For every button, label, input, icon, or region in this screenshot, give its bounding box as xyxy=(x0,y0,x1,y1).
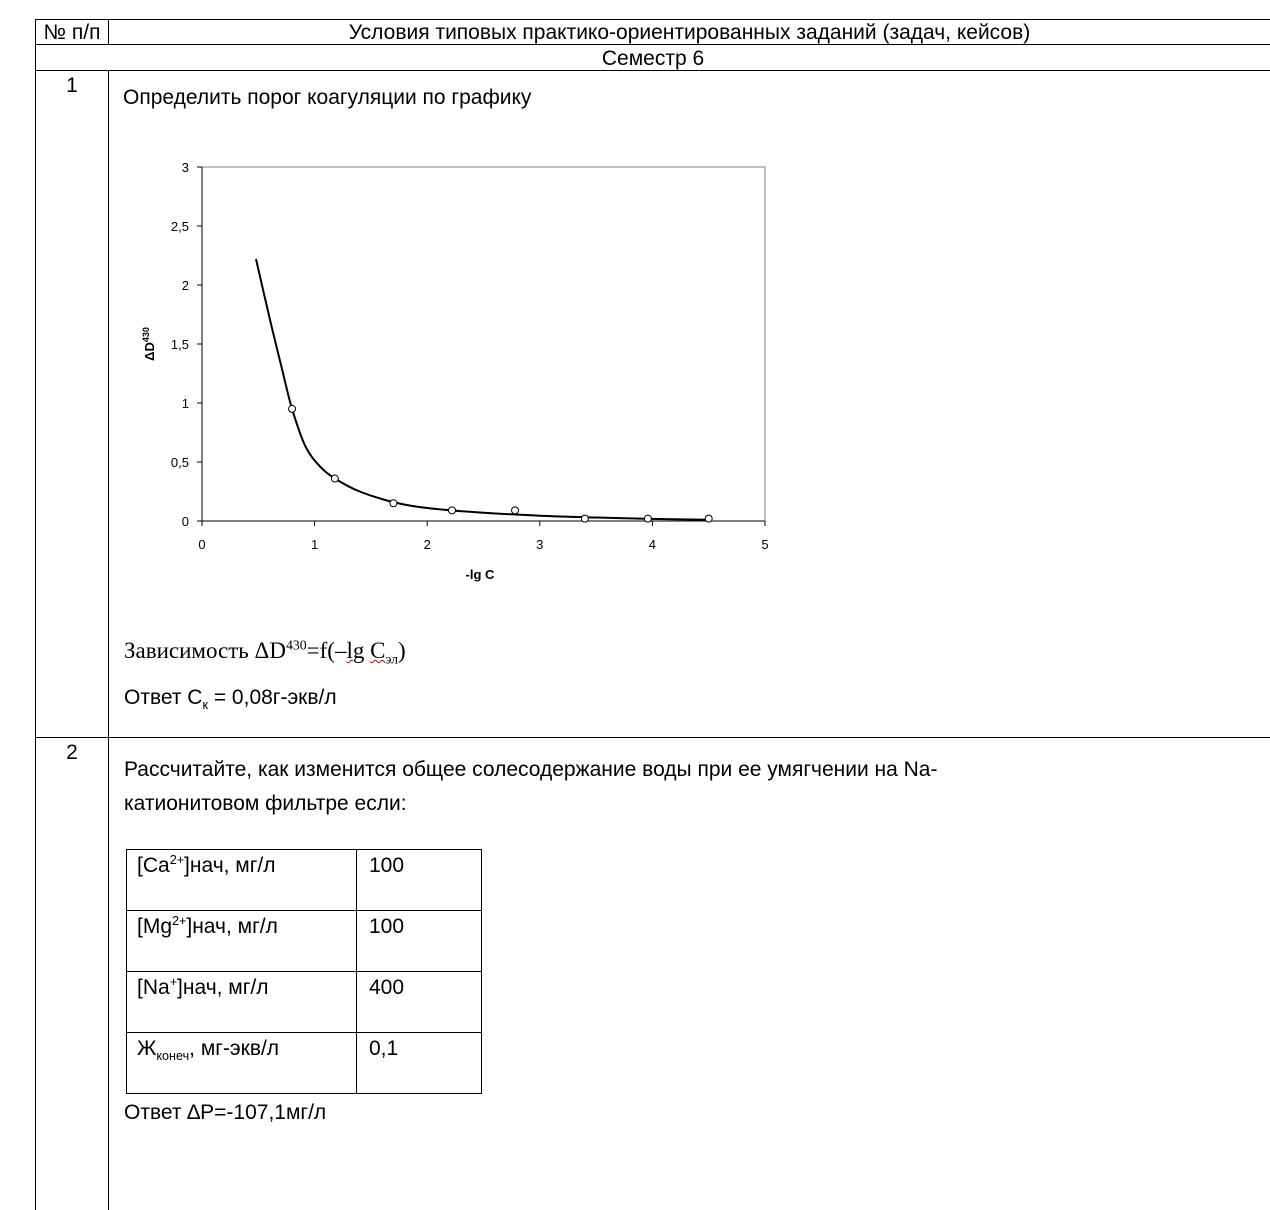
parameter-name-pre: Ж xyxy=(137,1037,157,1060)
data-point xyxy=(288,404,297,413)
data-point xyxy=(511,506,520,515)
y-tick-label: 1,5 xyxy=(171,337,189,352)
data-point xyxy=(580,514,589,523)
y-tick-label: 0 xyxy=(182,514,189,529)
data-points xyxy=(288,404,713,523)
answer-prefix: Ответ C xyxy=(124,686,203,709)
parameter-name-pre: [Na xyxy=(137,976,170,999)
caption-sub: эл xyxy=(385,651,398,667)
x-axis-ticks: 0 1 2 3 4 5 xyxy=(198,521,769,552)
parameter-name-post: , мг-экв/л xyxy=(189,1037,280,1060)
caption-c-letter: C xyxy=(370,638,386,663)
answer-suffix: = 0,08г-экв/л xyxy=(208,686,337,709)
parameters-table: [Ca2+]нач, мг/л 100 [Mg2+]нач, мг/л 100 [Na+… xyxy=(126,849,482,1094)
data-point xyxy=(447,506,456,515)
parameter-name-sup: + xyxy=(169,975,178,989)
parameter-name-post: ]нач, мг/л xyxy=(186,915,278,938)
y-axis-title-sup: 430 xyxy=(141,327,151,342)
data-point xyxy=(330,474,339,483)
parameter-name-sup: 2+ xyxy=(172,914,187,928)
parameter-name-cell: [Na+]нач, мг/л xyxy=(126,971,357,1033)
x-tick-label: 3 xyxy=(536,537,543,552)
answer-sub: к xyxy=(202,698,208,713)
parameter-name-post: ]нач, мг/л xyxy=(184,854,276,877)
caption-prefix: Зависимость ΔD xyxy=(124,638,286,663)
parameter-name-pre: [Mg xyxy=(137,915,173,938)
table-row: [Ca2+]нач, мг/л 100 xyxy=(126,849,482,911)
data-point xyxy=(643,514,652,523)
parameter-value-cell: 400 xyxy=(356,971,482,1033)
parameter-value-cell: 0,1 xyxy=(356,1032,482,1094)
parameter-name-cell: [Ca2+]нач, мг/л xyxy=(126,849,357,911)
task-row-divider xyxy=(35,737,1270,738)
parameter-name-cell: [Mg2+]нач, мг/л xyxy=(126,910,357,972)
parameter-name-post: ]нач, мг/л xyxy=(177,976,269,999)
task-text: Определить порог коагуляции по графику xyxy=(123,86,532,109)
caption-sup: 430 xyxy=(285,637,307,653)
caption-end: ) xyxy=(398,638,406,663)
table-row: [Na+]нач, мг/л 400 xyxy=(126,971,482,1033)
y-axis-title-base: ΔD xyxy=(142,342,157,361)
x-tick-label: 5 xyxy=(761,537,768,552)
table-border-top xyxy=(35,19,1270,20)
x-tick-label: 4 xyxy=(649,537,656,552)
y-axis-title: ΔD430 xyxy=(141,327,157,361)
x-tick-label: 0 xyxy=(198,537,205,552)
semester-row-divider xyxy=(35,70,1270,71)
table-border-left xyxy=(35,19,36,1210)
x-tick-label: 2 xyxy=(424,537,431,552)
caption-c: Cэл xyxy=(370,638,398,666)
y-tick-label: 1 xyxy=(182,396,189,411)
parameter-name-sup: 2+ xyxy=(169,853,185,867)
task-answer: Ответ Cк = 0,08г-экв/л xyxy=(124,686,337,713)
task-number: 2 xyxy=(66,741,78,764)
y-tick-label: 3 xyxy=(182,160,189,175)
y-tick-label: 0,5 xyxy=(171,455,189,470)
data-point xyxy=(704,514,713,523)
data-point xyxy=(389,499,398,508)
fit-curve xyxy=(255,258,709,521)
column-divider-header xyxy=(108,19,109,45)
y-tick-label: 2,5 xyxy=(171,219,189,234)
task-number: 1 xyxy=(66,74,78,97)
table-row: [Mg2+]нач, мг/л 100 xyxy=(126,910,482,972)
task-answer: Ответ ∆P=-107,1мг/л xyxy=(124,1101,327,1124)
table-row: Жконеч, мг-экв/л 0,1 xyxy=(126,1032,482,1094)
parameter-value-cell: 100 xyxy=(356,849,482,911)
header-row-divider xyxy=(35,44,1270,45)
semester-label: Семестр 6 xyxy=(601,47,705,70)
y-tick-label: 2 xyxy=(182,278,189,293)
header-conditions-cell: Условия типовых практико-ориентированных… xyxy=(348,21,1031,44)
parameter-name-sub: конеч xyxy=(156,1049,190,1064)
column-divider-body xyxy=(108,70,109,1210)
header-number-cell: № п/п xyxy=(43,21,101,44)
plot-area-frame xyxy=(201,166,766,522)
caption-mid: =f(– xyxy=(306,638,347,663)
chart-caption: Зависимость ΔD430=f(–lg Cэл) xyxy=(124,637,406,666)
x-tick-label: 1 xyxy=(311,537,318,552)
y-axis-ticks: 0 0,5 1 1,5 2 2,5 3 xyxy=(171,160,202,529)
caption-lg: lg xyxy=(346,638,365,663)
parameter-name-pre: [Ca xyxy=(137,854,170,877)
task-text-line-2: катионитовом фильтре если: xyxy=(124,792,407,815)
x-axis-title: -lg C xyxy=(466,567,495,582)
task-text-line-1: Рассчитайте, как изменится общее солесод… xyxy=(124,758,938,781)
parameter-name-cell: Жконеч, мг-экв/л xyxy=(126,1032,357,1094)
coagulation-chart: 0 0,5 1 1,5 2 2,5 3 0 1 2 3 4 5 -lg C ΔD430 xyxy=(141,160,769,582)
parameter-value-cell: 100 xyxy=(356,910,482,972)
